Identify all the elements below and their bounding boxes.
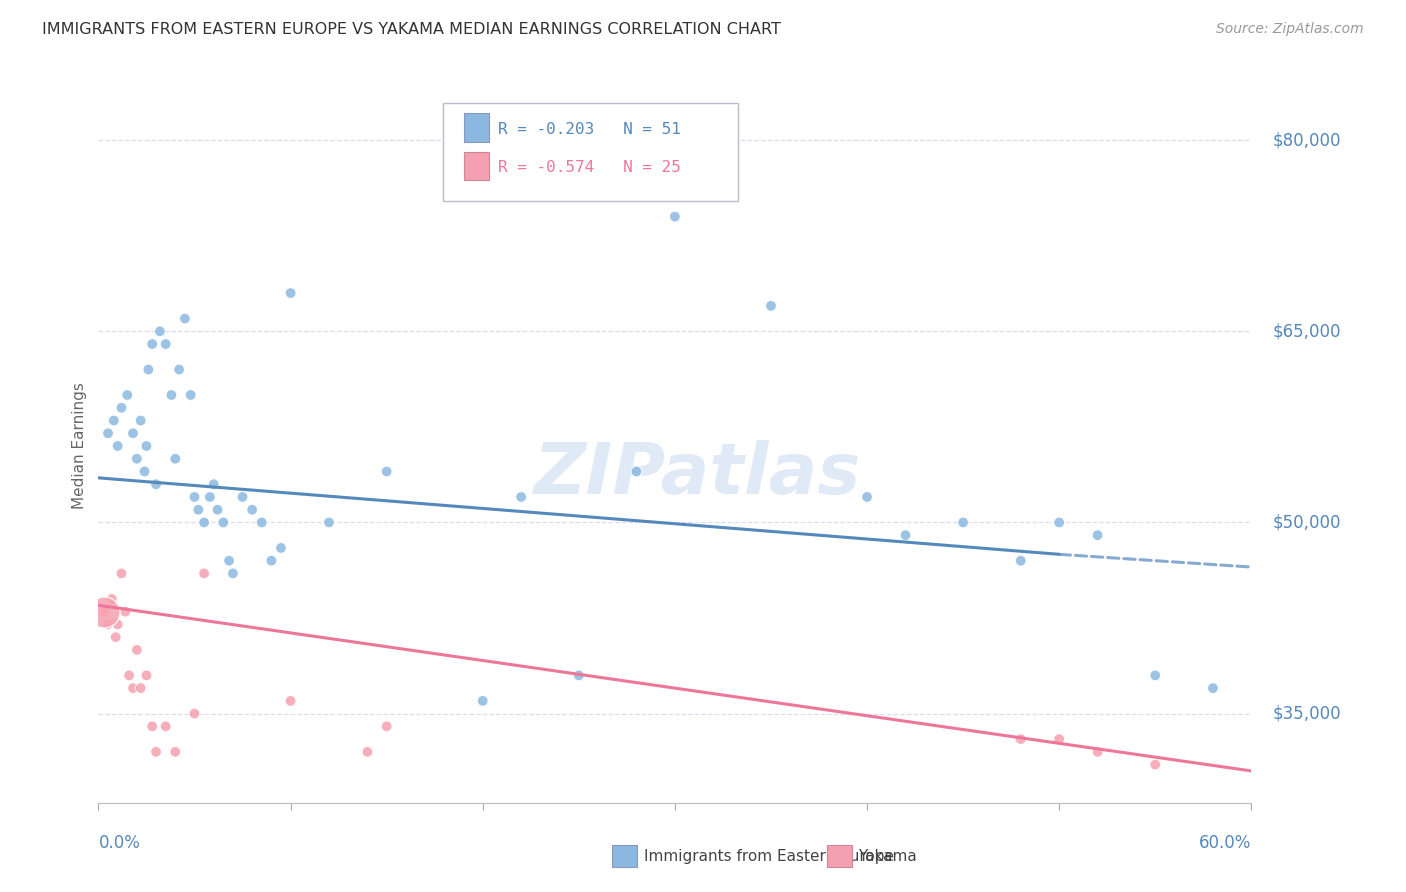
Point	[894, 528, 917, 542]
Point	[356, 745, 378, 759]
Point	[664, 210, 686, 224]
Point	[759, 299, 782, 313]
Point	[1010, 732, 1032, 747]
Point	[1144, 668, 1167, 682]
Text: IMMIGRANTS FROM EASTERN EUROPE VS YAKAMA MEDIAN EARNINGS CORRELATION CHART: IMMIGRANTS FROM EASTERN EUROPE VS YAKAMA…	[42, 22, 782, 37]
Point	[183, 706, 205, 721]
Point	[129, 681, 152, 695]
Point	[107, 617, 129, 632]
Point	[165, 451, 187, 466]
Text: 0.0%: 0.0%	[98, 834, 141, 852]
Point	[193, 516, 215, 530]
Point	[626, 465, 648, 479]
Point	[134, 465, 156, 479]
Text: Source: ZipAtlas.com: Source: ZipAtlas.com	[1216, 22, 1364, 37]
Point	[167, 362, 190, 376]
Point	[129, 413, 152, 427]
Point	[97, 617, 120, 632]
Point	[318, 516, 340, 530]
Point	[180, 388, 202, 402]
Point	[187, 502, 209, 516]
Point	[212, 516, 235, 530]
Text: 60.0%: 60.0%	[1199, 834, 1251, 852]
Point	[174, 311, 197, 326]
Point	[149, 324, 172, 338]
Point	[270, 541, 292, 555]
Point	[218, 554, 240, 568]
Point	[114, 605, 136, 619]
Text: R = -0.574   N = 25: R = -0.574 N = 25	[498, 161, 681, 175]
Point	[856, 490, 879, 504]
Point	[207, 502, 229, 516]
Point	[93, 605, 115, 619]
Point	[141, 337, 163, 351]
Point	[135, 668, 157, 682]
Point	[471, 694, 494, 708]
Point	[952, 516, 974, 530]
Point	[155, 337, 177, 351]
Point	[183, 490, 205, 504]
Text: Yakama: Yakama	[858, 849, 917, 863]
Point	[568, 668, 591, 682]
Text: $80,000: $80,000	[1272, 131, 1341, 149]
Point	[280, 286, 302, 301]
Point	[125, 451, 148, 466]
Point	[122, 681, 145, 695]
Point	[145, 477, 167, 491]
Point	[1047, 732, 1070, 747]
Point	[118, 668, 141, 682]
Point	[107, 439, 129, 453]
Point	[103, 413, 125, 427]
Point	[101, 591, 124, 606]
Point	[222, 566, 245, 581]
Y-axis label: Median Earnings: Median Earnings	[72, 383, 87, 509]
Point	[280, 694, 302, 708]
Point	[125, 643, 148, 657]
Text: $35,000: $35,000	[1272, 705, 1341, 723]
Point	[97, 426, 120, 441]
Point	[110, 566, 132, 581]
Point	[1202, 681, 1225, 695]
Point	[375, 719, 398, 733]
Point	[260, 554, 283, 568]
Point	[250, 516, 273, 530]
Point	[1010, 554, 1032, 568]
Point	[155, 719, 177, 733]
Point	[231, 490, 254, 504]
Text: R = -0.203   N = 51: R = -0.203 N = 51	[498, 122, 681, 136]
Point	[122, 426, 145, 441]
Point	[202, 477, 225, 491]
Text: ZIPatlas: ZIPatlas	[534, 440, 862, 509]
Point	[117, 388, 138, 402]
Point	[1047, 516, 1070, 530]
Point	[1144, 757, 1167, 772]
Point	[135, 439, 157, 453]
Point	[160, 388, 183, 402]
Point	[198, 490, 221, 504]
Point	[1087, 528, 1109, 542]
Point	[1087, 745, 1109, 759]
Point	[510, 490, 533, 504]
Point	[138, 362, 160, 376]
Point	[110, 401, 132, 415]
Point	[375, 465, 398, 479]
Text: $65,000: $65,000	[1272, 322, 1341, 341]
Text: Immigrants from Eastern Europe: Immigrants from Eastern Europe	[644, 849, 894, 863]
Point	[193, 566, 215, 581]
Point	[165, 745, 187, 759]
Text: $50,000: $50,000	[1272, 514, 1341, 532]
Point	[141, 719, 163, 733]
Point	[104, 630, 127, 644]
Point	[145, 745, 167, 759]
Point	[93, 605, 115, 619]
Point	[240, 502, 263, 516]
